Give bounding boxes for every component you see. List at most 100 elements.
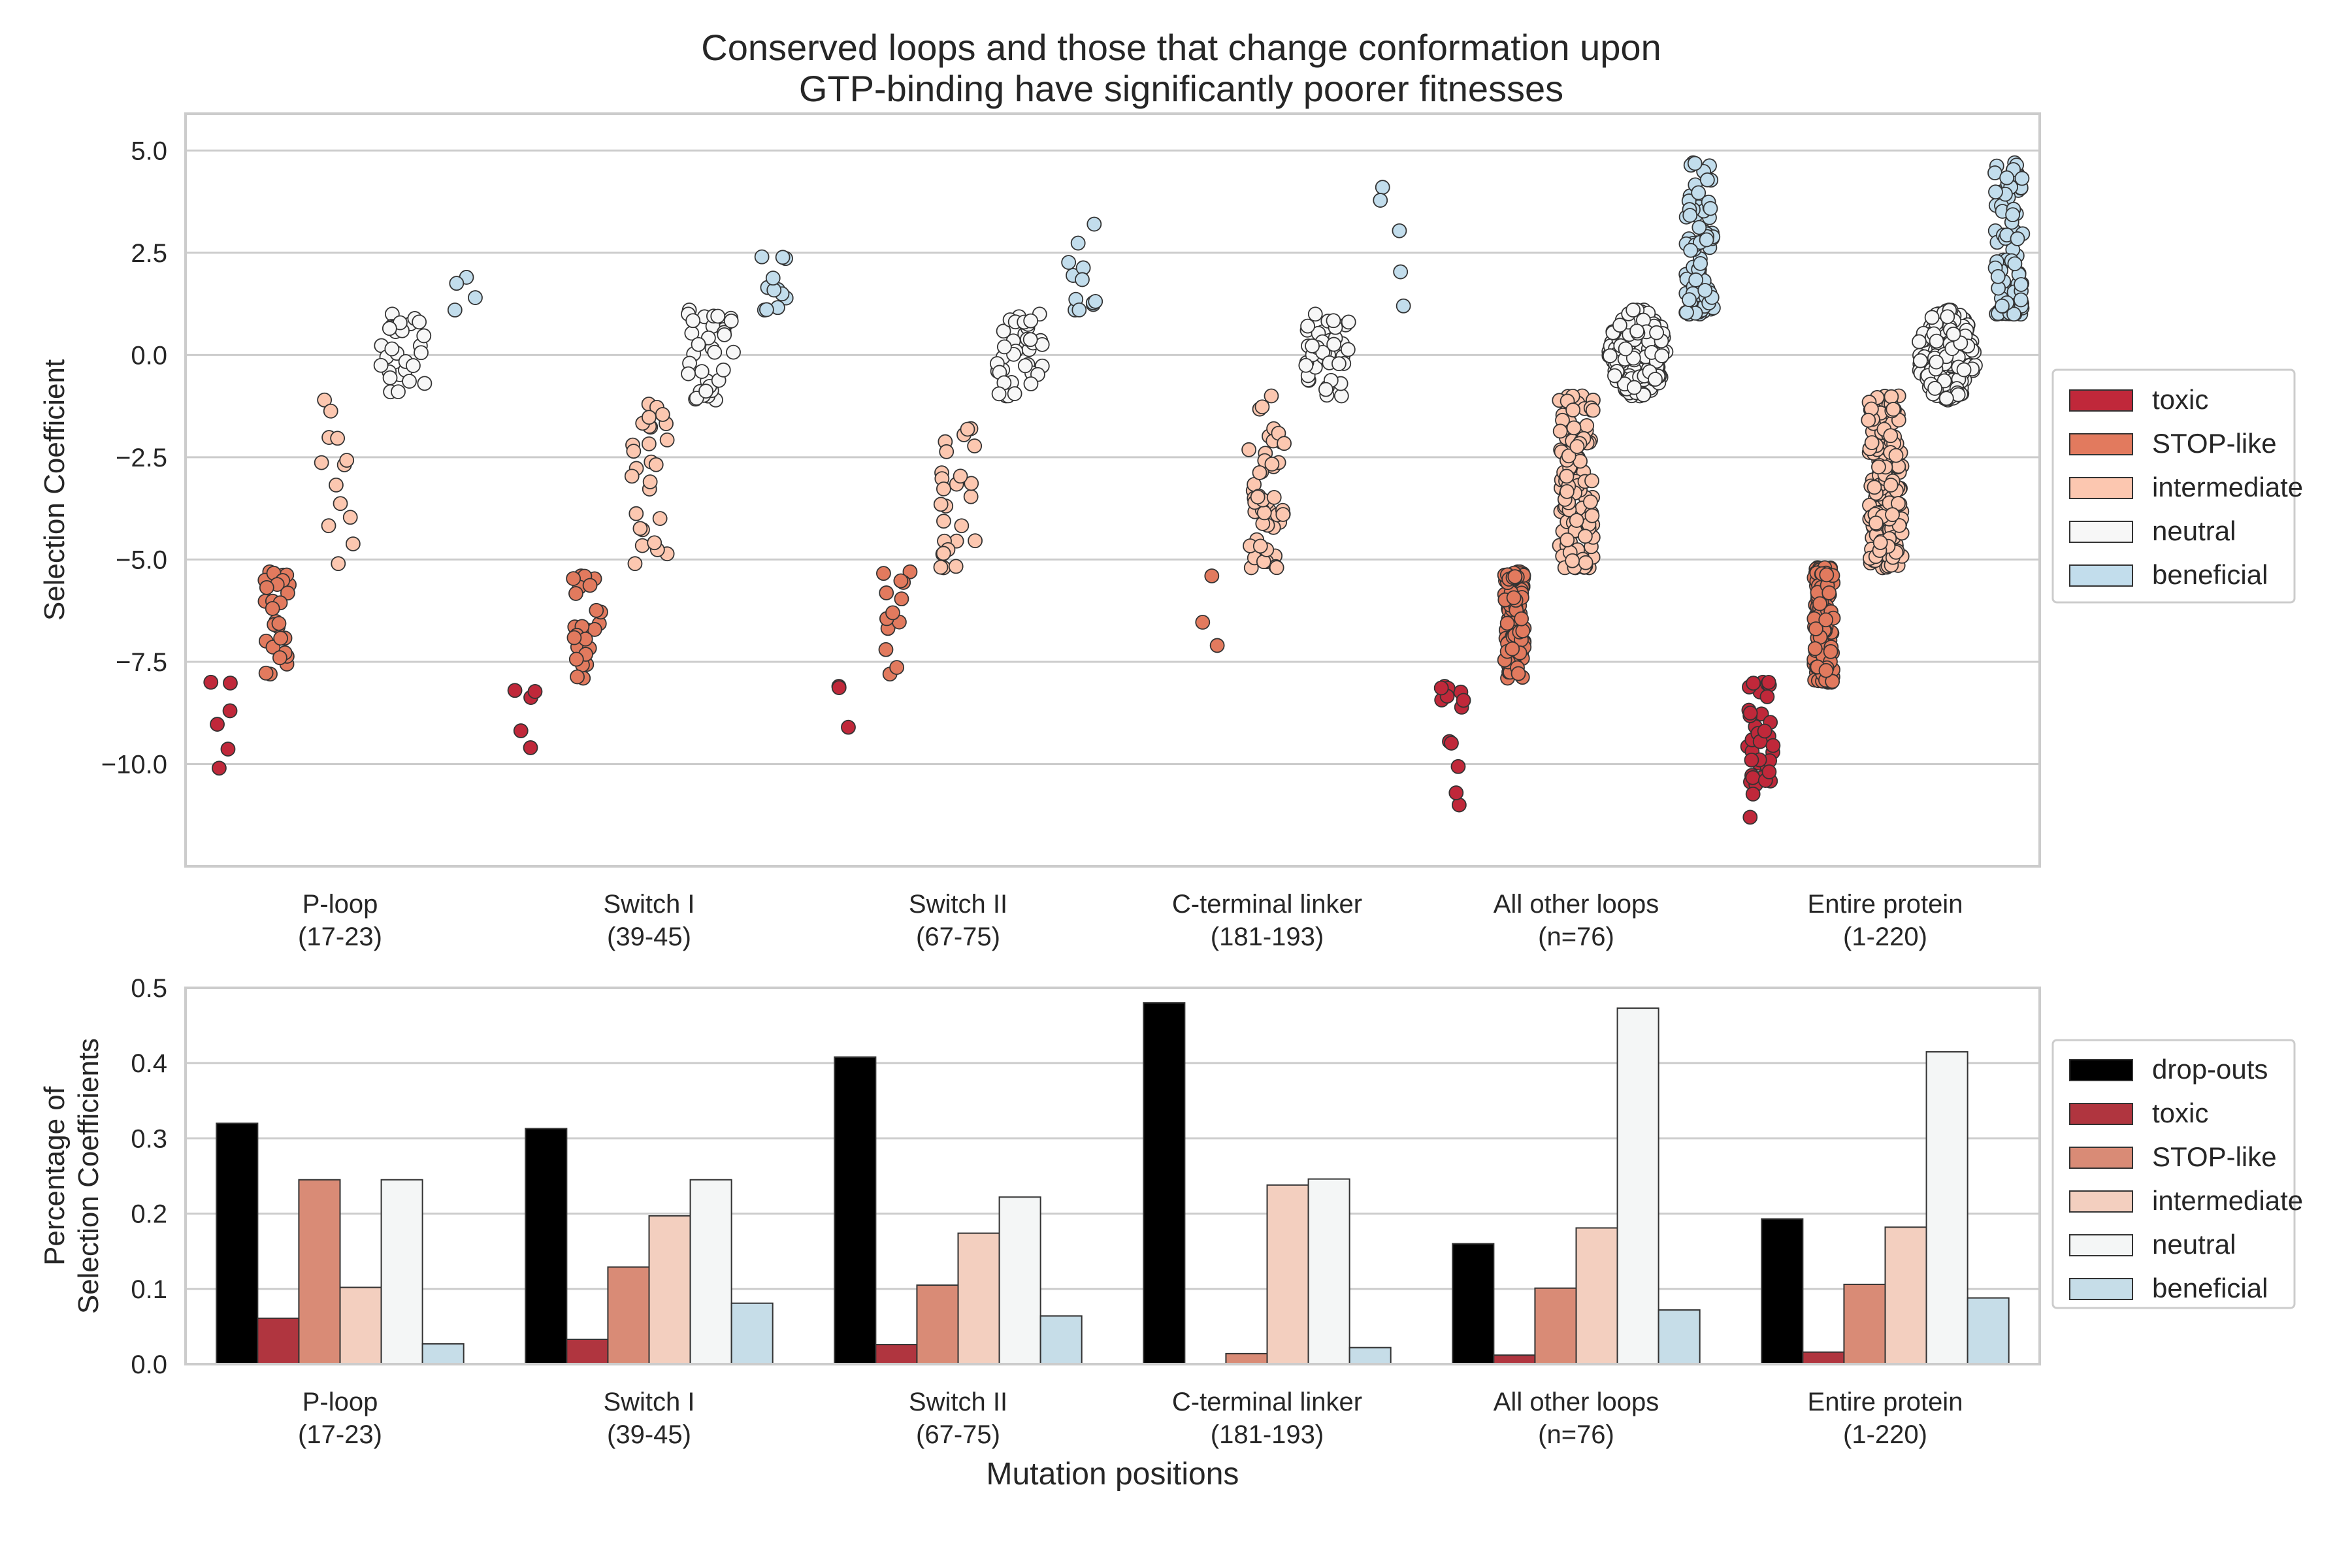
- strip-point-neutral: [1654, 348, 1670, 363]
- bar-legend-swatch-toxic: [2069, 1103, 2133, 1125]
- strip-point-stop-like: [566, 630, 582, 645]
- bar-toxic: [875, 1344, 918, 1365]
- bar-x-tick-label: (17-23): [298, 1420, 382, 1449]
- strip-x-tick-label: All other loops: [1494, 890, 1659, 919]
- strip-point-neutral: [1956, 362, 1972, 378]
- strip-point-intermediate: [1565, 402, 1581, 417]
- strip-point-intermediate: [964, 476, 979, 491]
- strip-point-stop-like: [1505, 641, 1520, 657]
- bar-legend-label-drop-outs: drop-outs: [2152, 1054, 2268, 1085]
- bar-x-tick-label: P-loop: [302, 1388, 378, 1416]
- bar-neutral: [689, 1179, 732, 1365]
- bar-legend-label-neutral: neutral: [2152, 1229, 2236, 1260]
- strip-point-intermediate: [963, 489, 979, 504]
- strip-point-intermediate: [321, 518, 336, 534]
- strip-point-toxic: [1448, 785, 1464, 800]
- strip-plot-gridlines: [186, 149, 2040, 765]
- strip-point-intermediate: [1552, 423, 1568, 439]
- strip-point-toxic: [1757, 723, 1772, 739]
- strip-point-toxic: [523, 740, 538, 755]
- bar-intermediate: [1266, 1184, 1309, 1365]
- strip-point-beneficial: [1697, 283, 1713, 298]
- strip-point-intermediate: [1269, 560, 1284, 576]
- strip-x-tick-label: (181-193): [1211, 923, 1324, 951]
- strip-point-neutral: [691, 336, 706, 352]
- strip-point-toxic: [1450, 759, 1466, 774]
- strip-point-stop-like: [878, 642, 894, 657]
- strip-point-toxic: [203, 674, 219, 690]
- bar-toxic: [1493, 1354, 1536, 1365]
- bar-neutral: [1307, 1178, 1350, 1365]
- bar-beneficial: [1658, 1309, 1701, 1365]
- strip-point-intermediate: [1559, 468, 1575, 484]
- strip-plot-frame: [184, 112, 2041, 868]
- strip-point-intermediate: [1254, 399, 1270, 415]
- strip-x-tick-label: Switch I: [603, 890, 694, 919]
- strip-group-entire-protein: [1740, 155, 2031, 825]
- strip-point-beneficial: [2014, 171, 2030, 186]
- strip-point-neutral: [417, 376, 433, 391]
- strip-point-intermediate: [1872, 535, 1888, 550]
- strip-point-neutral: [1307, 306, 1323, 322]
- strip-point-intermediate: [1583, 494, 1598, 510]
- strip-point-stop-like: [1823, 644, 1838, 659]
- bar-chart-frame: [184, 987, 2041, 1365]
- bar-y-tick-label: 0.2: [131, 1200, 167, 1229]
- strip-point-toxic: [220, 742, 236, 757]
- strip-x-tick-label: (39-45): [607, 923, 691, 951]
- strip-point-intermediate: [1561, 448, 1576, 464]
- strip-point-neutral: [1629, 323, 1644, 339]
- strip-x-tick-label: P-loop: [302, 890, 378, 919]
- strip-legend-swatch-stop-like: [2069, 433, 2133, 455]
- strip-point-toxic: [513, 723, 529, 738]
- bar-chart-y-ticks: 0.0 0.1 0.2 0.3 0.4 0.5: [131, 974, 167, 1379]
- bar-y-tick-label: 0.0: [131, 1350, 167, 1379]
- bar-x-tick-label: (181-193): [1211, 1420, 1324, 1449]
- strip-point-neutral: [715, 362, 731, 378]
- strip-point-beneficial: [1392, 223, 1407, 238]
- strip-point-neutral: [1331, 356, 1347, 372]
- strip-point-intermediate: [1264, 456, 1280, 472]
- strip-point-intermediate: [968, 533, 983, 549]
- strip-point-beneficial: [1088, 293, 1103, 309]
- strip-point-neutral: [1946, 326, 1961, 342]
- bar-legend-label-toxic: toxic: [2152, 1098, 2208, 1128]
- strip-point-intermediate: [648, 457, 664, 472]
- strip-point-neutral: [412, 314, 427, 330]
- bar-beneficial: [1348, 1347, 1392, 1365]
- strip-point-neutral: [1017, 358, 1033, 374]
- strip-point-neutral: [1298, 357, 1314, 373]
- strip-y-tick-label: −10.0: [101, 750, 167, 779]
- strip-point-toxic: [1456, 693, 1471, 708]
- strip-point-beneficial: [1688, 272, 1704, 287]
- strip-point-intermediate: [1886, 402, 1901, 417]
- strip-point-neutral: [416, 328, 432, 344]
- strip-point-intermediate: [1264, 388, 1279, 404]
- strip-point-neutral: [996, 323, 1011, 339]
- strip-point-toxic: [210, 717, 225, 732]
- bar-y-tick-label: 0.1: [131, 1275, 167, 1304]
- strip-point-intermediate: [634, 538, 650, 553]
- strip-point-toxic: [1765, 738, 1781, 753]
- strip-point-neutral: [710, 308, 726, 324]
- strip-point-neutral: [698, 384, 713, 399]
- strip-point-stop-like: [1506, 590, 1522, 606]
- strip-point-intermediate: [345, 536, 361, 551]
- strip-legend-label-beneficial: beneficial: [2152, 559, 2268, 590]
- strip-point-toxic: [841, 719, 856, 735]
- bar-x-tick-label: C-terminal linker: [1172, 1388, 1362, 1416]
- strip-point-beneficial: [1687, 155, 1703, 171]
- bar-stop-like: [607, 1266, 650, 1365]
- strip-point-beneficial: [2007, 256, 2023, 272]
- strip-legend-swatch-intermediate: [2069, 477, 2133, 499]
- strip-point-intermediate: [642, 410, 657, 425]
- strip-point-intermediate: [967, 438, 983, 453]
- strip-point-intermediate: [954, 518, 970, 534]
- bar-neutral: [998, 1196, 1041, 1365]
- strip-point-stop-like: [1499, 615, 1515, 631]
- strip-y-tick-label: 0.0: [131, 341, 167, 370]
- strip-point-neutral: [1022, 332, 1038, 348]
- strip-plot-y-axis-label: Selection Coefficient: [39, 359, 71, 621]
- strip-legend-swatch-beneficial: [2069, 564, 2133, 587]
- strip-plot-y-ticks: 5.0 2.5 0.0 −2.5 −5.0 −7.5 −10.0: [101, 137, 167, 779]
